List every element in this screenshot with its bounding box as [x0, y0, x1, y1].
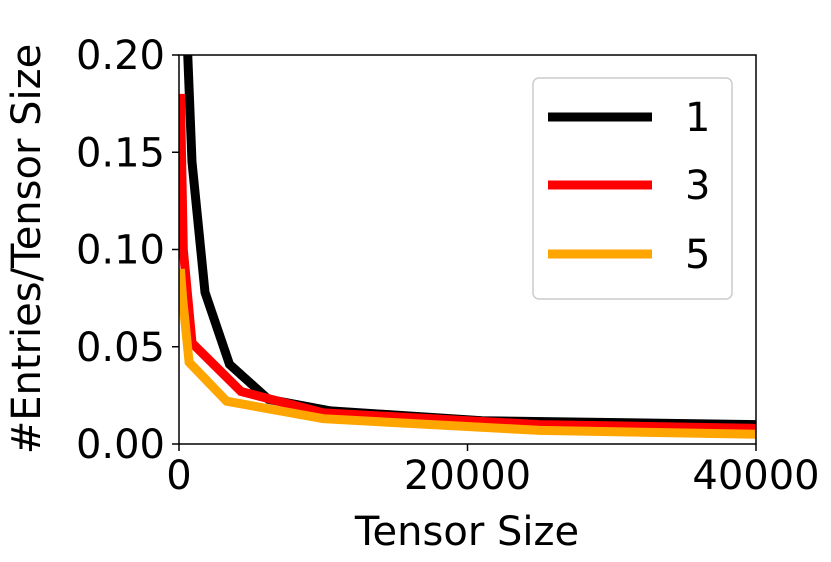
series-line-3 [179, 93, 756, 433]
y-tick-label: 0.20 [76, 33, 165, 79]
legend-label-5: 5 [685, 232, 710, 278]
y-tick-label: 0.10 [76, 228, 165, 274]
y-axis: 0.00 0.05 0.10 0.15 0.20 [76, 33, 179, 468]
x-axis-label: Tensor Size [354, 509, 579, 555]
y-tick-label: 0.05 [76, 325, 165, 371]
y-tick-label: 0.15 [76, 130, 165, 176]
x-tick-label: 20000 [404, 453, 531, 499]
y-tick-label: 0.00 [76, 422, 165, 468]
series-layer [179, 55, 756, 439]
x-tick-label: 40000 [692, 453, 819, 499]
x-axis: 0 20000 40000 [166, 444, 820, 499]
x-tick-label: 0 [166, 453, 191, 499]
legend-label-1: 1 [685, 95, 710, 141]
legend-label-3: 3 [685, 163, 710, 209]
y-axis-label: #Entries/Tensor Size [4, 44, 50, 455]
series-line-5 [179, 268, 756, 439]
legend: 1 3 5 [532, 77, 733, 300]
